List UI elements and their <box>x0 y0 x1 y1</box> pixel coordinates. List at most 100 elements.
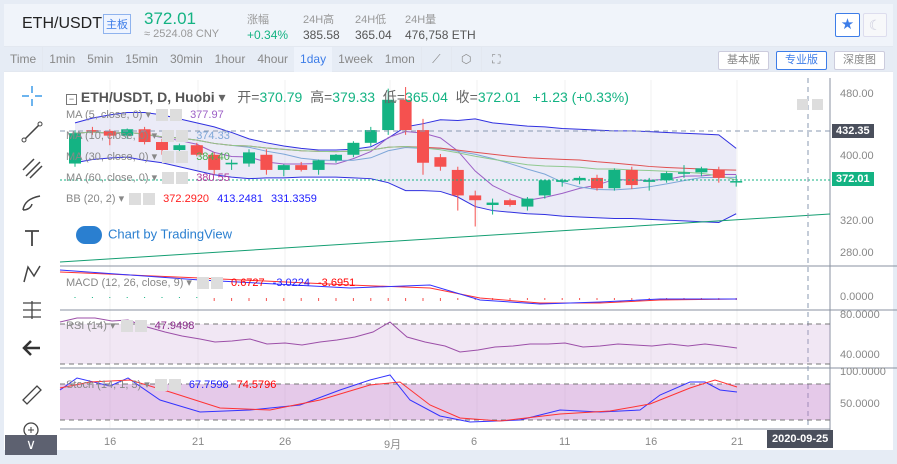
collapse-toolbar-button[interactable]: ∨ <box>5 435 57 455</box>
rsi-legend: RSI (14) ▾ 47.9498 <box>66 319 194 333</box>
indicator-value: 384.40 <box>196 151 230 163</box>
interval-1min[interactable]: 1min <box>42 47 81 72</box>
indicator-value: 372.2920 <box>163 193 210 205</box>
candle-body <box>399 99 412 131</box>
trend-line-icon[interactable] <box>20 120 44 144</box>
collapse-legend-icon[interactable]: − <box>66 94 77 105</box>
close-icon[interactable] <box>176 130 189 143</box>
dropdown-icon[interactable]: ▾ <box>148 172 161 184</box>
dropdown-icon[interactable]: ▾ <box>115 193 128 205</box>
interval-1hour[interactable]: 1hour <box>214 52 246 66</box>
interval-30min[interactable]: 30min <box>169 52 203 66</box>
ohlc-legend: − ETH/USDT, D, Huobi ▾ 开=370.79 高=379.33… <box>66 87 629 107</box>
price-tick: 280.00 <box>840 247 874 259</box>
interval-1mon[interactable]: 1mon <box>384 52 415 66</box>
ruler-icon[interactable] <box>20 383 44 407</box>
fib-icon[interactable] <box>20 156 44 180</box>
gear-icon[interactable] <box>120 320 133 333</box>
close-icon[interactable] <box>176 151 189 164</box>
close-icon[interactable] <box>170 109 183 122</box>
settings-icon[interactable]: ⬡ <box>450 47 481 71</box>
indicator-value: 377.97 <box>190 109 224 121</box>
candle-body <box>156 142 168 150</box>
interval-1day[interactable]: 1day <box>294 47 333 72</box>
stat-label: 涨幅 <box>247 14 269 26</box>
back-arrow-icon[interactable] <box>20 336 44 360</box>
indicator-chart-icon[interactable]: ⟋ <box>420 47 451 71</box>
gear-icon[interactable] <box>162 151 175 164</box>
gear-icon[interactable] <box>162 130 175 143</box>
header-bar <box>4 4 893 47</box>
text-icon[interactable] <box>20 226 44 250</box>
price-tick: 320.00 <box>840 215 874 227</box>
dropdown-icon[interactable]: ▾ <box>148 151 161 163</box>
candle-body <box>521 198 534 207</box>
candle-body <box>712 169 725 178</box>
dropdown-icon[interactable]: ▾ <box>142 109 155 121</box>
scale-down-icon[interactable] <box>797 99 808 110</box>
crosshair-date-label: 2020-09-25 <box>767 430 834 448</box>
favorite-button[interactable]: ★ <box>835 13 860 37</box>
time-tick: 11 <box>559 436 571 448</box>
board-badge: 主板 <box>103 14 131 34</box>
theme-toggle-button[interactable]: ☾ <box>863 13 887 37</box>
dropdown-icon[interactable]: ▾ <box>106 320 119 332</box>
candle-body <box>643 180 656 182</box>
candle-body <box>591 177 603 189</box>
interval-15min[interactable]: 15min <box>125 52 158 66</box>
gear-icon[interactable] <box>197 277 210 290</box>
gear-icon[interactable] <box>154 379 167 392</box>
measure-icon[interactable] <box>20 298 44 322</box>
time-tick: 21 <box>731 436 744 448</box>
indicator-name: MA (30, close, 0) <box>66 151 149 163</box>
screenshot-icon[interactable]: ⛶ <box>480 47 511 71</box>
candle-body <box>382 99 395 131</box>
time-tick: 16 <box>645 436 658 448</box>
candle-body <box>69 133 81 164</box>
close-icon[interactable] <box>168 379 181 392</box>
gear-icon[interactable] <box>162 172 175 185</box>
stoch-value: 74.5796 <box>236 379 277 391</box>
macd-tick: 0.0000 <box>840 291 874 303</box>
gear-icon[interactable] <box>129 193 142 206</box>
stat-value: +0.34% <box>247 28 289 42</box>
change-value: +1.23 (+0.33%) <box>532 89 629 105</box>
stoch-k-line <box>59 374 738 423</box>
rsi-tick: 40.0000 <box>840 349 880 361</box>
rsi-name: RSI (14) <box>66 320 107 332</box>
interval-5min[interactable]: 5min <box>87 52 114 66</box>
brush-icon[interactable] <box>20 190 44 214</box>
dropdown-icon[interactable]: ▾ <box>148 130 161 142</box>
candle-body <box>417 130 429 163</box>
candle-body <box>138 129 151 143</box>
scale-auto-icon[interactable] <box>812 99 823 110</box>
interval-1week[interactable]: 1week <box>338 52 373 66</box>
close-icon[interactable] <box>211 277 224 290</box>
crosshair-icon[interactable] <box>20 84 44 108</box>
time-tick: 26 <box>279 436 292 448</box>
close-icon[interactable] <box>143 193 156 206</box>
candle-body <box>504 200 516 205</box>
version-button[interactable]: 专业版 <box>776 51 827 70</box>
gear-icon[interactable] <box>156 109 169 122</box>
trend-line <box>59 213 831 263</box>
stoch-band <box>60 384 830 420</box>
version-button[interactable]: 深度图 <box>834 51 885 70</box>
bb-lower-line <box>74 156 737 224</box>
dropdown-icon[interactable]: ▾ <box>183 277 196 289</box>
interval-Time[interactable]: Time <box>10 52 37 66</box>
tradingview-watermark[interactable]: Chart by TradingView <box>76 226 232 244</box>
interval-4hour[interactable]: 4hour <box>257 52 289 66</box>
pattern-icon[interactable] <box>20 262 44 286</box>
dropdown-icon[interactable]: ▾ <box>141 379 153 391</box>
candle-body <box>695 168 708 173</box>
version-button[interactable]: 基本版 <box>718 51 769 70</box>
moon-icon: ☾ <box>868 17 882 33</box>
stoch-tick: 50.0000 <box>840 398 880 410</box>
indicator-name: MA (5, close, 0) <box>66 109 143 121</box>
open-value: 370.79 <box>259 89 303 105</box>
candle-body <box>364 130 377 143</box>
close-icon[interactable] <box>134 320 147 333</box>
close-icon[interactable] <box>176 172 189 185</box>
